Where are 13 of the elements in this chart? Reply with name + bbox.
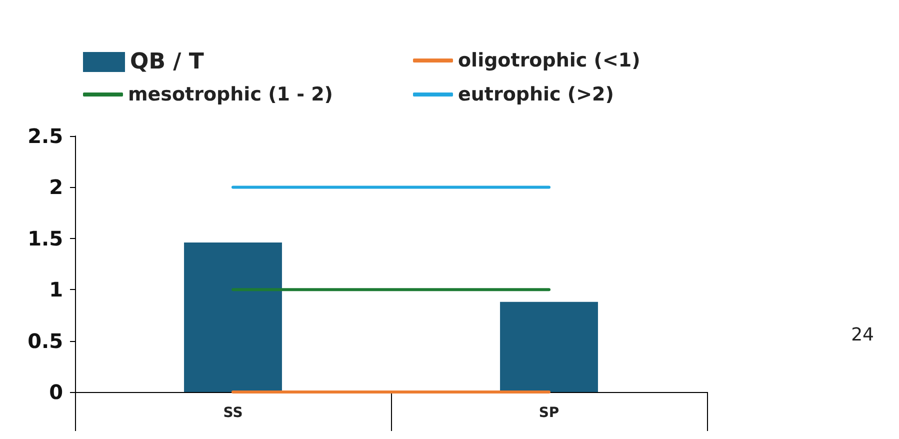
x-tick-label: SS (223, 405, 243, 421)
y-tick-label: 2.5 (28, 124, 63, 148)
legend-label: eutrophic (>2) (458, 84, 614, 106)
y-tick-label: 2 (49, 175, 63, 200)
text: 24 (851, 324, 874, 346)
y-tick-label: 0 (49, 380, 63, 404)
legend-label: mesotrophic (1 - 2) (128, 84, 333, 106)
y-tick-label: 1.5 (28, 226, 63, 250)
x-tick-label: SP (538, 405, 560, 421)
y-tick-label: 1 (49, 278, 63, 302)
legend-label: oligotrophic (<1) (458, 50, 640, 72)
legend-label: QB / T (130, 50, 204, 74)
y-tick-label: 0.5 (28, 328, 63, 353)
